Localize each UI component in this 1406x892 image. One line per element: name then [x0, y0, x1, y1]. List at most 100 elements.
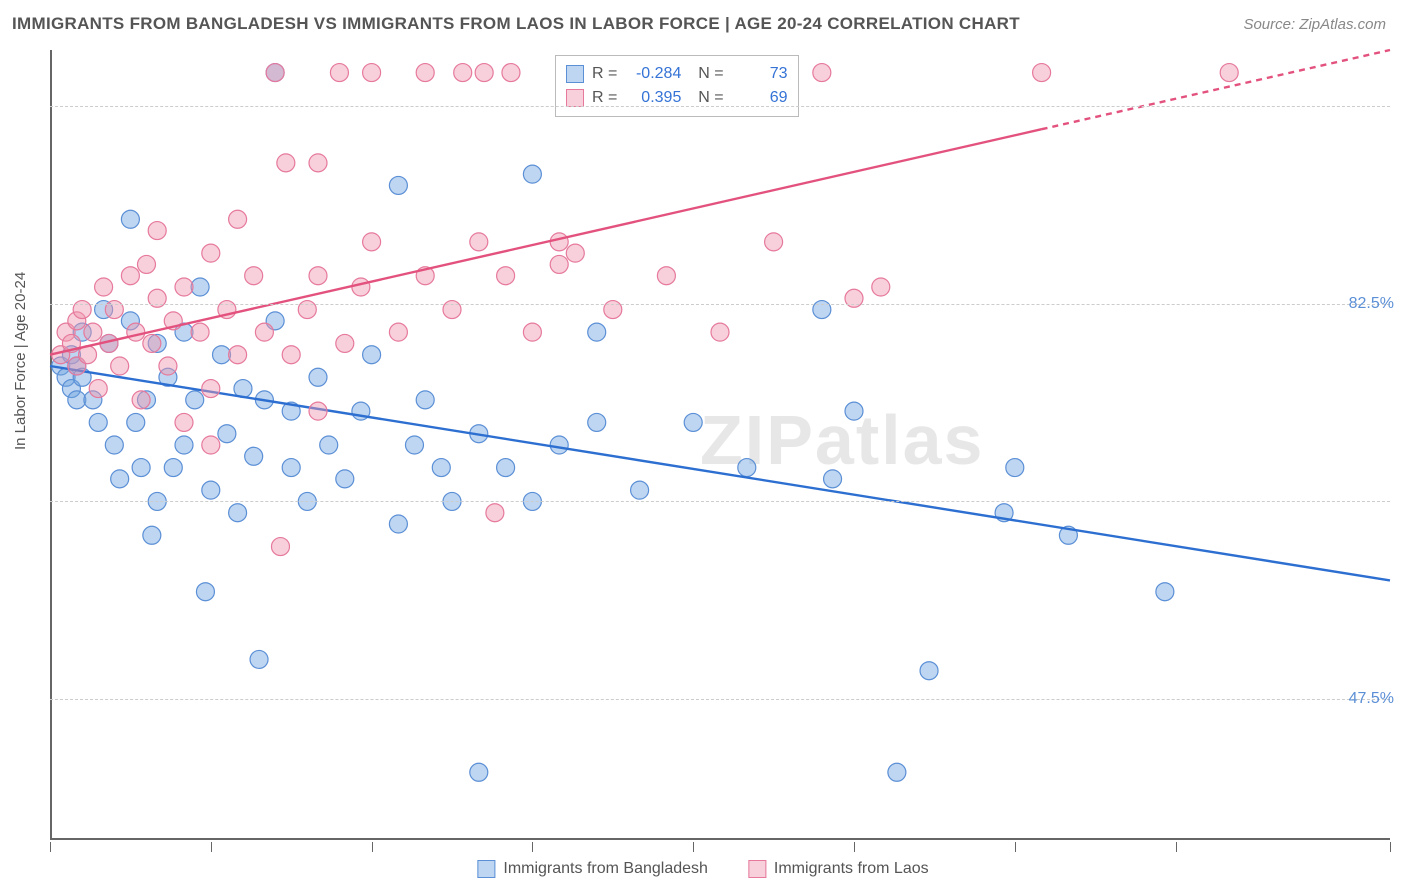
- x-tick: [372, 842, 373, 852]
- data-point-bangladesh: [684, 413, 702, 431]
- data-point-laos: [389, 323, 407, 341]
- data-point-laos: [1033, 64, 1051, 82]
- correlation-legend: R = -0.284 N = 73 R = 0.395 N = 69: [555, 55, 799, 117]
- data-point-laos: [132, 391, 150, 409]
- data-point-laos: [336, 334, 354, 352]
- data-point-laos: [127, 323, 145, 341]
- data-point-bangladesh: [432, 459, 450, 477]
- data-point-bangladesh: [105, 436, 123, 454]
- data-point-bangladesh: [389, 176, 407, 194]
- data-point-laos: [416, 64, 434, 82]
- data-point-bangladesh: [845, 402, 863, 420]
- data-point-bangladesh: [186, 391, 204, 409]
- data-point-laos: [143, 334, 161, 352]
- data-point-bangladesh: [920, 662, 938, 680]
- data-point-bangladesh: [550, 436, 568, 454]
- data-point-laos: [137, 255, 155, 273]
- data-point-laos: [523, 323, 541, 341]
- data-point-bangladesh: [309, 368, 327, 386]
- data-point-bangladesh: [738, 459, 756, 477]
- bottom-legend-item-laos: Immigrants from Laos: [748, 860, 929, 878]
- data-point-laos: [89, 380, 107, 398]
- data-point-laos: [175, 413, 193, 431]
- data-point-laos: [159, 357, 177, 375]
- data-point-laos: [765, 233, 783, 251]
- data-point-laos: [363, 64, 381, 82]
- data-point-bangladesh: [68, 391, 86, 409]
- data-point-bangladesh: [229, 504, 247, 522]
- data-point-laos: [84, 323, 102, 341]
- data-point-bangladesh: [497, 459, 515, 477]
- data-point-laos: [202, 244, 220, 262]
- data-point-laos: [309, 154, 327, 172]
- data-point-laos: [271, 538, 289, 556]
- chart-container: IMMIGRANTS FROM BANGLADESH VS IMMIGRANTS…: [0, 0, 1406, 892]
- gridline-h: [50, 501, 1390, 502]
- legend-swatch-bangladesh: [566, 65, 584, 83]
- data-point-laos: [566, 244, 584, 262]
- bottom-legend-item-bangladesh: Immigrants from Bangladesh: [477, 860, 708, 878]
- legend-swatch-laos: [566, 89, 584, 107]
- legend-n-label: N =: [689, 62, 723, 86]
- data-point-laos: [255, 323, 273, 341]
- data-point-bangladesh: [523, 165, 541, 183]
- data-point-bangladesh: [1006, 459, 1024, 477]
- data-point-laos: [95, 278, 113, 296]
- data-point-laos: [352, 278, 370, 296]
- data-point-laos: [202, 380, 220, 398]
- legend-r-value-bangladesh: -0.284: [625, 62, 681, 86]
- chart-title: IMMIGRANTS FROM BANGLADESH VS IMMIGRANTS…: [12, 14, 1020, 34]
- data-point-bangladesh: [363, 346, 381, 364]
- source-attribution: Source: ZipAtlas.com: [1243, 16, 1386, 33]
- data-point-laos: [363, 233, 381, 251]
- data-point-laos: [282, 346, 300, 364]
- data-point-laos: [711, 323, 729, 341]
- data-point-bangladesh: [588, 323, 606, 341]
- data-point-laos: [486, 504, 504, 522]
- x-tick: [693, 842, 694, 852]
- data-point-bangladesh: [191, 278, 209, 296]
- x-tick: [50, 842, 51, 852]
- data-point-bangladesh: [888, 763, 906, 781]
- data-point-laos: [277, 154, 295, 172]
- gridline-h: [50, 699, 1390, 700]
- data-point-bangladesh: [405, 436, 423, 454]
- y-tick-label: 82.5%: [1349, 295, 1394, 313]
- data-point-laos: [454, 64, 472, 82]
- data-point-bangladesh: [631, 481, 649, 499]
- data-point-laos: [813, 64, 831, 82]
- y-axis-label: In Labor Force | Age 20-24: [12, 272, 29, 450]
- data-point-laos: [872, 278, 890, 296]
- data-point-laos: [497, 267, 515, 285]
- data-point-laos: [502, 64, 520, 82]
- bottom-legend-label: Immigrants from Laos: [774, 860, 929, 878]
- data-point-laos: [550, 233, 568, 251]
- data-point-bangladesh: [470, 763, 488, 781]
- bottom-legend: Immigrants from Bangladesh Immigrants fr…: [477, 860, 928, 878]
- x-tick: [532, 842, 533, 852]
- data-point-bangladesh: [196, 583, 214, 601]
- data-point-bangladesh: [282, 459, 300, 477]
- gridline-h: [50, 106, 1390, 107]
- data-point-bangladesh: [121, 210, 139, 228]
- data-point-laos: [229, 210, 247, 228]
- data-point-bangladesh: [175, 436, 193, 454]
- data-point-bangladesh: [250, 650, 268, 668]
- legend-swatch-icon: [748, 860, 766, 878]
- data-point-laos: [550, 255, 568, 273]
- regression-line-dashed-laos: [1042, 50, 1390, 129]
- legend-r-label: R =: [592, 62, 617, 86]
- data-point-laos: [148, 222, 166, 240]
- data-point-laos: [266, 64, 284, 82]
- data-point-laos: [657, 267, 675, 285]
- data-point-bangladesh: [336, 470, 354, 488]
- data-point-bangladesh: [245, 447, 263, 465]
- data-point-bangladesh: [111, 470, 129, 488]
- data-point-bangladesh: [127, 413, 145, 431]
- data-point-bangladesh: [389, 515, 407, 533]
- regression-line-laos: [50, 129, 1042, 354]
- regression-line-bangladesh: [50, 366, 1390, 580]
- data-point-laos: [245, 267, 263, 285]
- x-tick: [1390, 842, 1391, 852]
- data-point-laos: [229, 346, 247, 364]
